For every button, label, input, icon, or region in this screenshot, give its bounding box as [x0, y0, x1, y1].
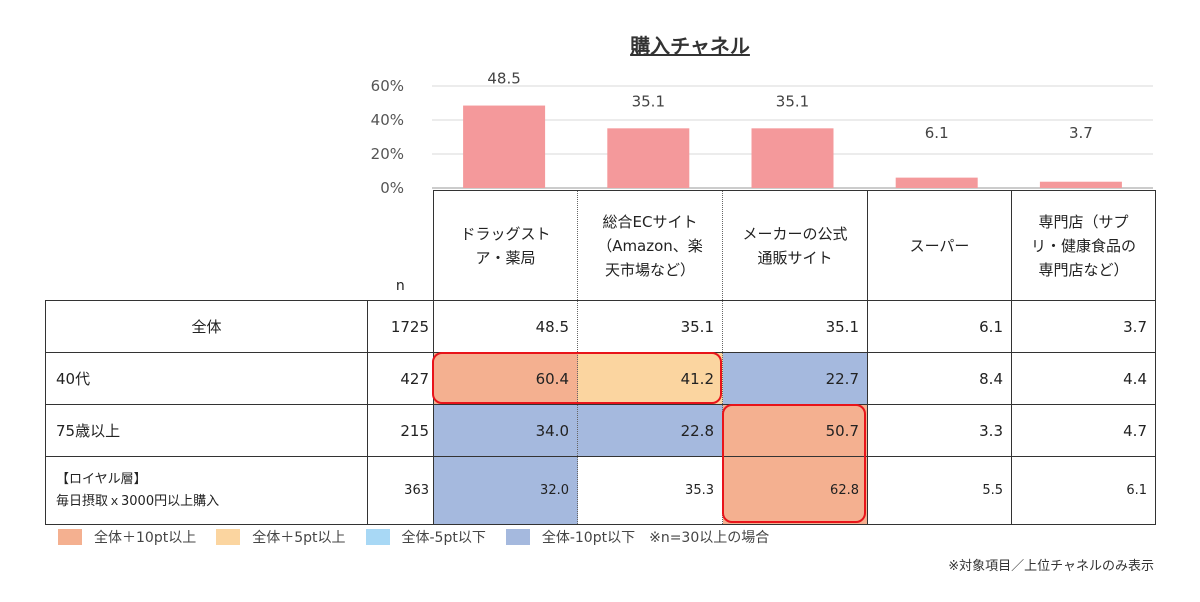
cell-value: 34.0	[433, 404, 578, 457]
cell-value: 35.1	[577, 300, 723, 353]
legend-label: 全体＋10pt以上	[94, 530, 197, 546]
row-label: 75歳以上	[45, 404, 368, 457]
cell-value: 62.8	[722, 456, 868, 525]
col-header-maker-site: メーカーの公式 通販サイト	[722, 190, 868, 301]
cell-value: 4.4	[1011, 352, 1156, 405]
chart-title: 購入チャネル	[630, 34, 750, 58]
row-n: 363	[367, 456, 434, 525]
header-line: 総合ECサイト	[602, 212, 698, 231]
row-label: 【ロイヤル層】 毎日摂取ｘ3000円以上購入	[45, 456, 368, 525]
legend-item: 全体-10pt以下	[505, 527, 636, 547]
legend-label: 全体＋5pt以上	[252, 530, 346, 546]
cell-value: 8.4	[867, 352, 1012, 405]
legend-swatch	[216, 529, 241, 545]
bar	[607, 128, 690, 188]
cell-value: 48.5	[433, 300, 578, 353]
data-table: n ドラッグスト ア・薬局 総合ECサイト （Amazon、楽 天市場など） メ…	[45, 190, 1156, 525]
legend-note: ※n=30以上の場合	[649, 530, 770, 546]
bar-value-label: 3.7	[1069, 124, 1093, 142]
row-n: 215	[367, 404, 434, 457]
row-n: 1725	[367, 300, 434, 353]
y-tick-label: 40%	[371, 111, 404, 129]
cell-value: 41.2	[577, 352, 723, 405]
header-line: ア・薬局	[475, 248, 536, 267]
cell-value: 6.1	[1011, 456, 1156, 525]
cell-value: 3.3	[867, 404, 1012, 457]
header-line: 天市場など）	[604, 260, 695, 279]
legend-item: 全体-5pt以下	[365, 527, 486, 547]
bar-value-label: 35.1	[776, 92, 809, 110]
bar-value-label: 48.5	[487, 70, 520, 88]
bar	[895, 177, 978, 188]
cell-value: 60.4	[433, 352, 578, 405]
bar-chart: 60% 40% 20% 0% 48.5 35.1 35.1 6.1 3.7	[371, 70, 1153, 197]
cell-value: 4.7	[1011, 404, 1156, 457]
legend-item: 全体＋5pt以上	[216, 527, 346, 547]
n-header: n	[395, 278, 405, 294]
row-label: 40代	[45, 352, 368, 405]
bar	[751, 128, 834, 188]
y-tick-label: 60%	[371, 77, 404, 95]
header-line: ドラッグスト	[460, 224, 551, 243]
bar-value-label: 35.1	[632, 92, 665, 110]
table-row-total: 全体 1725 48.5 35.1 35.1 6.1 3.7	[45, 300, 1156, 353]
cell-value: 50.7	[722, 404, 868, 457]
header-row: n ドラッグスト ア・薬局 総合ECサイト （Amazon、楽 天市場など） メ…	[46, 190, 1156, 301]
header-line: 通販サイト	[757, 248, 833, 267]
legend-swatch	[505, 529, 530, 545]
legend-item: 全体＋10pt以上	[58, 527, 196, 547]
header-line: メーカーの公式	[742, 224, 848, 243]
legend-label: 全体-5pt以下	[401, 530, 486, 546]
legend-swatch	[365, 529, 390, 545]
row-label: 全体	[45, 300, 368, 353]
header-line: 専門店など）	[1038, 260, 1129, 279]
cell-value: 6.1	[867, 300, 1012, 353]
row-label-line: 毎日摂取ｘ3000円以上購入	[56, 493, 220, 509]
bar-value-label: 6.1	[925, 124, 949, 142]
col-header-drugstore: ドラッグスト ア・薬局	[433, 190, 578, 301]
col-header-ec-site: 総合ECサイト （Amazon、楽 天市場など）	[577, 190, 723, 301]
cell-value: 35.3	[577, 456, 723, 525]
cell-value: 35.1	[722, 300, 868, 353]
legend-label: 全体-10pt以下	[541, 530, 636, 546]
row-label-line: 【ロイヤル層】	[56, 471, 147, 487]
header-line: リ・健康食品の	[1030, 236, 1136, 255]
cell-value: 3.7	[1011, 300, 1156, 353]
header-blank	[46, 191, 368, 301]
legend: 全体＋10pt以上 全体＋5pt以上 全体-5pt以下 全体-10pt以下 ※n…	[58, 527, 769, 547]
cell-value: 22.7	[722, 352, 868, 405]
row-n: 427	[367, 352, 434, 405]
header-line: 専門店（サプ	[1038, 212, 1129, 231]
col-header-specialty-store: 専門店（サプ リ・健康食品の 専門店など）	[1011, 190, 1156, 301]
footnote: ※対象項目／上位チャネルのみ表示	[948, 559, 1154, 574]
table-row-loyal: 【ロイヤル層】 毎日摂取ｘ3000円以上購入 363 32.0 35.3 62.…	[45, 456, 1156, 525]
header-line: スーパー	[909, 236, 970, 255]
y-tick-label: 20%	[371, 145, 404, 163]
bar	[1039, 181, 1122, 188]
cell-value: 32.0	[433, 456, 578, 525]
table-row-75plus: 75歳以上 215 34.0 22.8 50.7 3.3 4.7	[45, 404, 1156, 457]
header-line: （Amazon、楽	[597, 236, 703, 255]
bar	[463, 105, 546, 188]
y-tick-label: 0%	[380, 179, 404, 197]
cell-value: 22.8	[577, 404, 723, 457]
cell-value: 5.5	[867, 456, 1012, 525]
col-header-supermarket: スーパー	[867, 190, 1012, 301]
table-row-40s: 40代 427 60.4 41.2 22.7 8.4 4.4	[45, 352, 1156, 405]
legend-swatch	[58, 529, 82, 545]
